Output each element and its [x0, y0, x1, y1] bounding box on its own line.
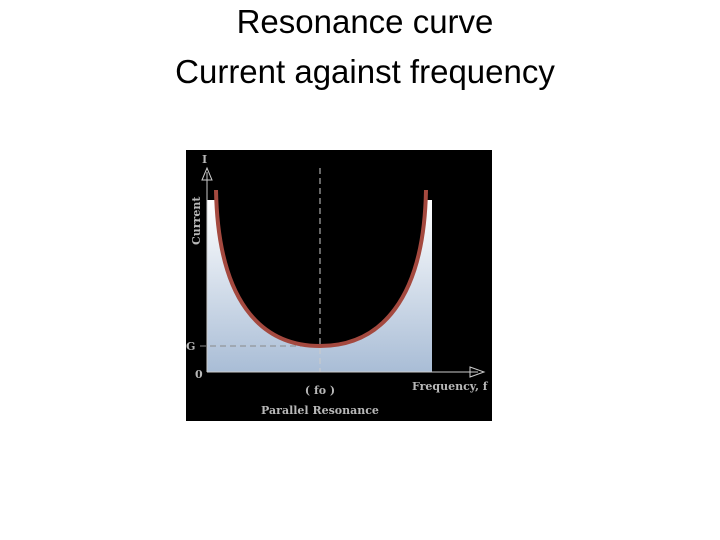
origin-label: 0: [195, 368, 203, 381]
x-axis-label: Frequency, f: [412, 380, 489, 393]
y-label: Current: [190, 196, 203, 245]
level-label: G: [186, 340, 195, 353]
caption: Parallel Resonance: [261, 404, 379, 417]
slide-subtitle: Current against frequency: [175, 53, 555, 90]
y-arrow: [201, 166, 213, 181]
resonance-curve: [214, 189, 428, 349]
y-axis-label: I: [202, 153, 207, 166]
diagram-background: [186, 150, 492, 421]
slide-title: Resonance curve: [236, 3, 494, 40]
resonance-label: ( fo ): [305, 384, 335, 397]
x-arrow: [469, 366, 486, 378]
